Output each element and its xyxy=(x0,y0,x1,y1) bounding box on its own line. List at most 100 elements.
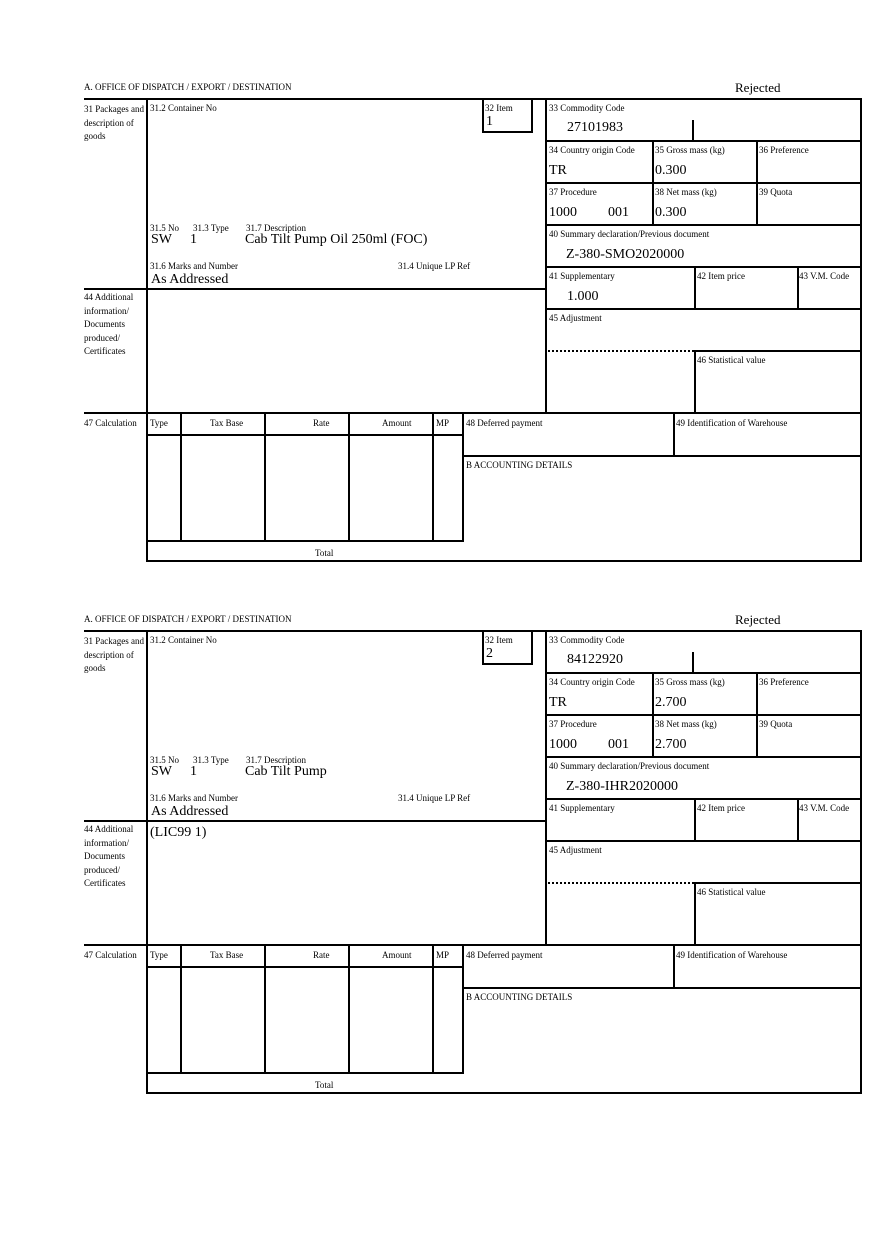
net-mass-value: 2.700 xyxy=(655,737,687,752)
additional-info-label: 44 Additional information/ Documents pro… xyxy=(84,824,134,888)
summary-declaration-label: 40 Summary declaration/Previous document xyxy=(549,761,710,771)
procedure-value: 1000 xyxy=(549,737,577,752)
divider xyxy=(84,820,547,822)
status-text: Rejected xyxy=(735,612,781,627)
calc-column-header: MP xyxy=(436,950,450,960)
divider xyxy=(432,944,434,1074)
divider xyxy=(482,98,484,133)
additional-info-label: 44 Additional information/ Documents pro… xyxy=(84,292,134,356)
dotted-divider xyxy=(545,350,694,352)
divider xyxy=(84,630,862,632)
summary-declaration-label: 40 Summary declaration/Previous document xyxy=(549,229,710,239)
divider xyxy=(84,412,862,414)
goods-description: Cab Tilt Pump xyxy=(245,764,327,779)
package-no: SW xyxy=(151,232,172,247)
customs-form-item: A. OFFICE OF DISPATCH / EXPORT / DESTINA… xyxy=(0,532,882,1094)
calc-column-header: Tax Base xyxy=(210,418,244,428)
divider xyxy=(694,882,696,946)
divider xyxy=(756,140,758,226)
divider xyxy=(545,756,862,758)
country-origin-value: TR xyxy=(549,695,567,710)
item-label: 32 Item xyxy=(485,635,513,645)
package-type: 1 xyxy=(190,232,197,247)
statistical-value-label: 46 Statistical value xyxy=(697,887,766,897)
procedure-extra-value: 001 xyxy=(608,737,629,752)
divider xyxy=(545,672,862,674)
divider xyxy=(84,98,862,100)
country-origin-label: 34 Country origin Code xyxy=(549,145,635,155)
divider xyxy=(652,672,654,758)
divider xyxy=(146,98,148,562)
supplementary-label: 41 Supplementary xyxy=(549,803,615,813)
divider xyxy=(694,798,696,842)
divider xyxy=(482,131,533,133)
container-no-label: 31.2 Container No xyxy=(150,103,217,113)
adjustment-label: 45 Adjustment xyxy=(549,313,602,323)
divider xyxy=(146,434,464,436)
marks-label: 31.6 Marks and Number xyxy=(150,261,238,271)
divider xyxy=(694,350,696,414)
accounting-details-label: B ACCOUNTING DETAILS xyxy=(466,460,573,470)
dotted-divider xyxy=(545,882,547,944)
goods-description: Cab Tilt Pump Oil 250ml (FOC) xyxy=(245,232,428,247)
no-label: 31.5 No xyxy=(150,755,179,765)
calc-column-header: Tax Base xyxy=(210,950,244,960)
divider xyxy=(146,1072,464,1074)
divider xyxy=(146,630,148,1094)
divider xyxy=(545,266,862,268)
calc-column-header: MP xyxy=(436,418,450,428)
divider xyxy=(692,120,694,142)
divider xyxy=(84,944,862,946)
calc-column-header: Rate xyxy=(313,950,330,960)
type-label: 31.3 Type xyxy=(193,755,229,765)
divider xyxy=(180,412,182,542)
divider xyxy=(482,630,484,665)
commodity-code-label: 33 Commodity Code xyxy=(549,635,625,645)
divider xyxy=(482,663,533,665)
divider xyxy=(545,98,547,414)
warehouse-label: 49 Identification of Warehouse xyxy=(676,418,788,428)
calculation-label: 47 Calculation xyxy=(84,418,137,428)
dotted-divider xyxy=(545,882,694,884)
divider xyxy=(860,630,862,1094)
divider xyxy=(84,288,547,290)
commodity-code-value: 27101983 xyxy=(567,120,623,135)
divider xyxy=(462,412,464,542)
country-origin-value: TR xyxy=(549,163,567,178)
packages-label: 31 Packages and description of goods xyxy=(84,636,144,673)
no-label: 31.5 No xyxy=(150,223,179,233)
divider xyxy=(545,840,862,842)
divider xyxy=(694,882,862,884)
divider xyxy=(545,714,862,716)
package-no: SW xyxy=(151,764,172,779)
marks-value: As Addressed xyxy=(151,272,229,287)
divider xyxy=(692,652,694,674)
summary-declaration-value: Z-380-SMO2020000 xyxy=(566,247,685,262)
deferred-payment-label: 48 Deferred payment xyxy=(466,418,543,428)
total-label: Total xyxy=(315,1080,334,1090)
packages-label: 31 Packages and description of goods xyxy=(84,104,144,141)
procedure-label: 37 Procedure xyxy=(549,187,597,197)
gross-mass-label: 35 Gross mass (kg) xyxy=(655,677,725,687)
divider xyxy=(531,98,533,133)
divider xyxy=(694,350,862,352)
description-label: 31.7 Description xyxy=(246,223,306,233)
net-mass-label: 38 Net mass (kg) xyxy=(655,719,717,729)
preference-label: 36 Preference xyxy=(759,145,809,155)
net-mass-value: 0.300 xyxy=(655,205,687,220)
preference-label: 36 Preference xyxy=(759,677,809,687)
unique-lp-ref-label: 31.4 Unique LP Ref xyxy=(398,261,471,271)
divider xyxy=(146,560,862,562)
divider xyxy=(432,412,434,542)
status-text: Rejected xyxy=(735,80,781,95)
divider xyxy=(264,944,266,1074)
divider xyxy=(797,266,799,310)
container-no-label: 31.2 Container No xyxy=(150,635,217,645)
vm-code-label: 43 V.M. Code xyxy=(799,803,850,813)
package-type: 1 xyxy=(190,764,197,779)
divider xyxy=(545,182,862,184)
divider xyxy=(462,455,862,457)
divider xyxy=(673,944,675,989)
divider xyxy=(180,944,182,1074)
divider xyxy=(545,630,547,946)
